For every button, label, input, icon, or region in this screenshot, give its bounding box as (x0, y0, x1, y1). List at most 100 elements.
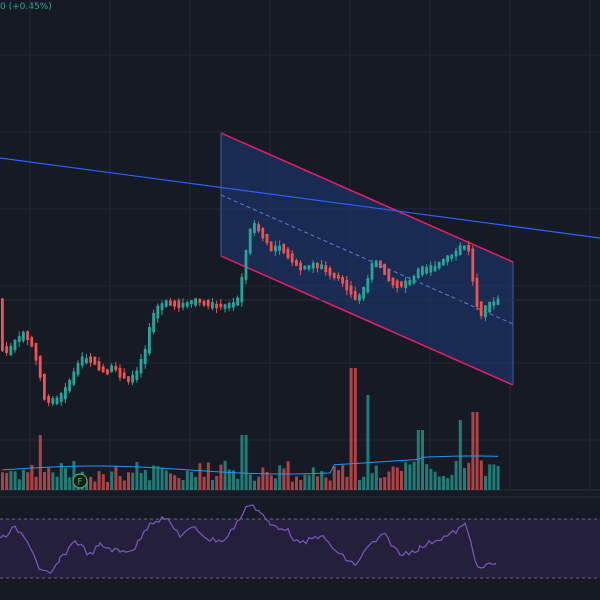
volume-bar (467, 462, 471, 490)
candle-body (484, 305, 487, 318)
candle-body (299, 262, 302, 271)
candle-body (454, 250, 458, 257)
volume-bar (366, 395, 370, 490)
regression-channel[interactable] (220, 132, 514, 386)
volume-bar (269, 475, 273, 490)
volume-bar (404, 462, 408, 490)
volume-bar (450, 474, 454, 490)
candle-body (185, 302, 189, 307)
candle-body (211, 302, 214, 309)
volume-bar (265, 471, 269, 490)
candle-body (269, 241, 273, 252)
candle-body (286, 248, 290, 259)
candle-body (253, 222, 256, 234)
volume-bar (274, 478, 277, 490)
candle-body (345, 279, 349, 291)
candle-body (122, 372, 126, 379)
volume-bar (64, 467, 67, 490)
candle-body (458, 245, 462, 255)
volume-bar (143, 470, 147, 490)
candle-body (114, 365, 118, 371)
candle-body (429, 265, 433, 273)
candle-body (177, 300, 181, 309)
volume-bar (484, 475, 487, 490)
volume-bar (122, 480, 126, 490)
rsi-line (0, 504, 497, 574)
volume-bar (156, 466, 160, 490)
volume-bar (198, 463, 202, 490)
volume-bar (437, 476, 441, 490)
candle-body (55, 397, 59, 404)
candle-body (181, 302, 185, 308)
volume-bar (135, 462, 139, 490)
candle-body (475, 277, 479, 307)
candle-body (492, 301, 496, 306)
candle-body (139, 358, 143, 374)
volume-bar (110, 471, 114, 490)
volume-bar (223, 460, 227, 490)
candle-body (236, 297, 239, 306)
volume-bar (236, 478, 240, 490)
candle-body (278, 245, 281, 251)
channel-lower-border (220, 255, 514, 386)
candle-body (408, 280, 412, 285)
candle-body (156, 305, 160, 319)
volume-bars (1, 368, 500, 490)
candle-body (328, 267, 332, 276)
volume-bar (219, 464, 223, 490)
candle-body (59, 393, 63, 402)
volume-bar (232, 470, 235, 490)
volume-bar (127, 472, 130, 490)
candle-body (265, 233, 269, 244)
candle-body (332, 272, 336, 279)
candle-body (68, 379, 71, 392)
volume-bar (433, 471, 437, 490)
volume-bar (307, 475, 311, 490)
candle-body (30, 337, 34, 347)
candle-body (34, 343, 38, 361)
candle-body (324, 265, 328, 273)
candle-body (320, 264, 323, 270)
volume-bar (9, 471, 13, 490)
candle-body (261, 228, 265, 239)
volume-bar (118, 476, 122, 490)
candle-body (391, 277, 395, 286)
candle-body (471, 248, 475, 282)
volume-bar (328, 480, 332, 490)
candle-body (80, 356, 84, 366)
volume-bar (353, 368, 357, 490)
volume-bar (17, 479, 21, 490)
candle-body (127, 376, 130, 382)
volume-bar (55, 476, 59, 490)
candle-body (9, 346, 13, 356)
trendline[interactable] (0, 157, 600, 239)
candle-body (446, 255, 449, 263)
volume-bar (72, 460, 76, 490)
candle-body (496, 298, 500, 305)
financials-badge[interactable]: F (72, 473, 88, 489)
volume-bar (211, 480, 214, 490)
candle-body (148, 327, 151, 354)
volume-bar (311, 467, 315, 490)
volume-bar (408, 464, 412, 490)
volume-bar (1, 472, 4, 490)
candle-body (416, 268, 420, 279)
candle-body (337, 274, 340, 279)
volume-bar (345, 476, 349, 490)
candle-body (227, 303, 231, 309)
volume-bar (286, 461, 290, 490)
volume-bar (488, 464, 492, 490)
candle-body (463, 245, 466, 250)
candle-body (442, 259, 445, 266)
volume-bar (395, 467, 399, 490)
volume-bar (139, 472, 143, 490)
candle-body (311, 262, 315, 269)
volume-bar (248, 474, 252, 490)
volume-bar (316, 476, 319, 490)
volume-bar (295, 476, 298, 490)
volume-bar (97, 471, 101, 490)
volume-bar (22, 469, 25, 490)
volume-bar (257, 476, 261, 490)
candle-body (106, 369, 109, 375)
